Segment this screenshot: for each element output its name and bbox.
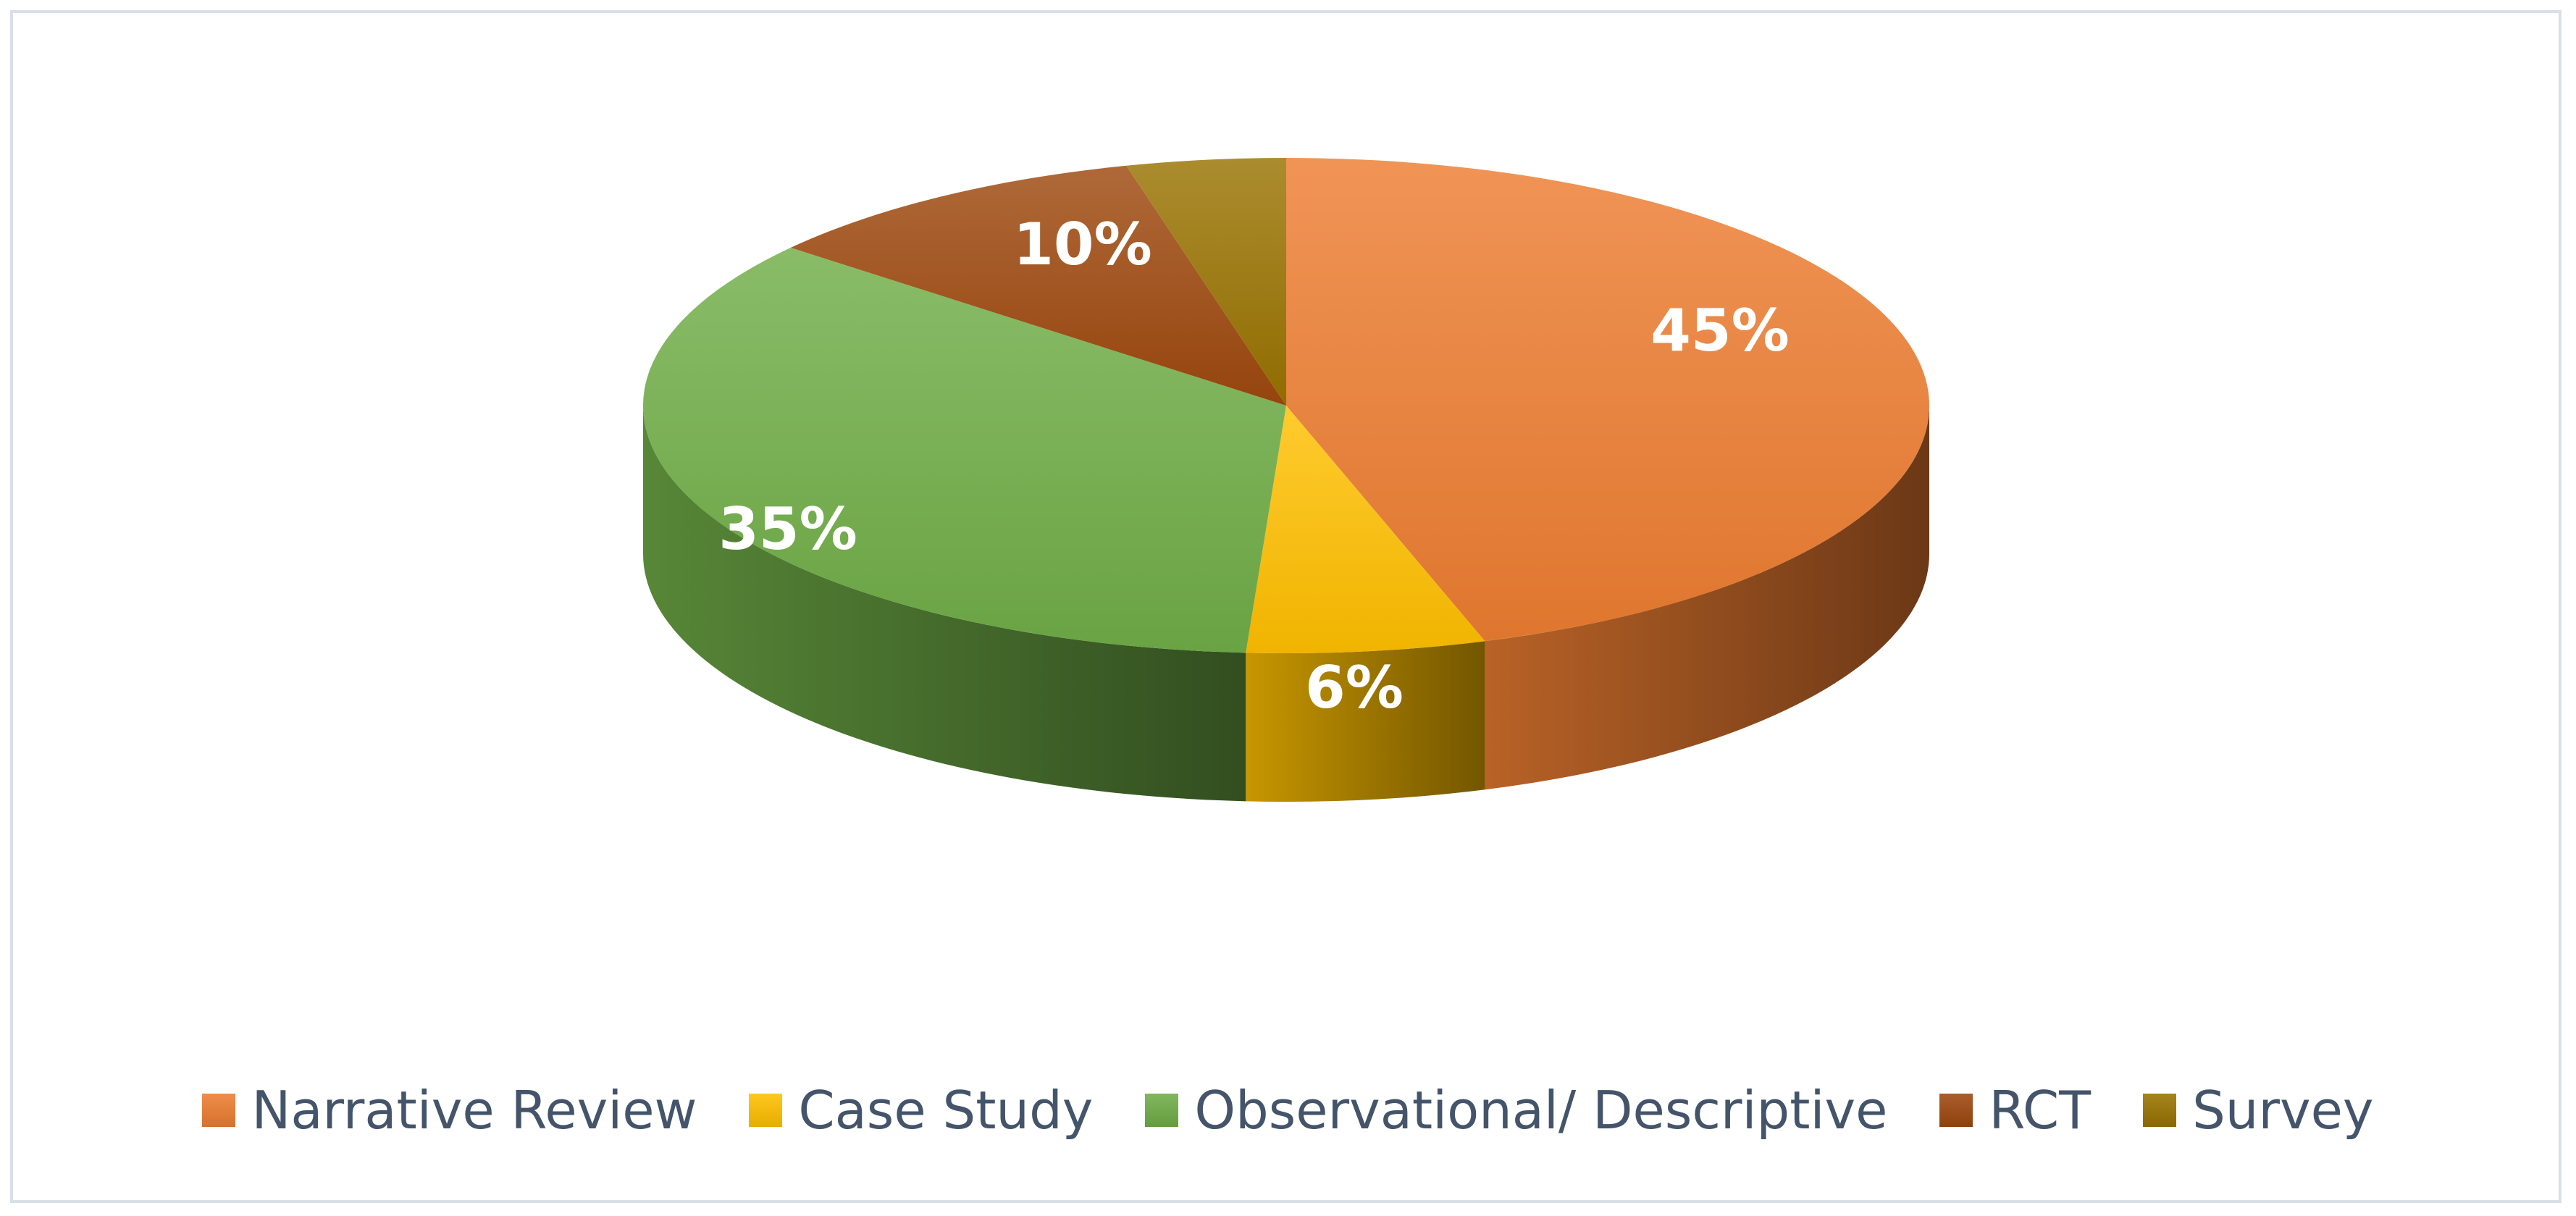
pie-labels: 45% 6% 35% 10% (718, 211, 1789, 721)
pie-slice-observational-descriptive (642, 248, 1286, 653)
legend: Narrative Review Case Study Observational/… (0, 1070, 2576, 1150)
legend-swatch-rct (1939, 1094, 1973, 1127)
pie-slice-case-study (1246, 406, 1485, 653)
pie-slice-narrative-review (1286, 157, 1930, 642)
pie-slice-rct (790, 165, 1286, 406)
legend-swatch-narrative-review (202, 1094, 236, 1127)
pie-side-case-study (1246, 641, 1485, 802)
data-label-observational-descriptive: 35% (718, 495, 857, 563)
legend-swatch-observational-descriptive (1145, 1094, 1179, 1127)
data-label-case-study: 6% (1305, 654, 1404, 721)
legend-label-case-study: Case Study (798, 1080, 1094, 1141)
pie-sides (643, 406, 1929, 802)
legend-item-observational-descriptive: Observational/ Descriptive (1145, 1080, 1887, 1141)
legend-item-rct: RCT (1939, 1080, 2091, 1141)
legend-swatch-survey (2143, 1094, 2177, 1127)
pie-side-narrative-review (1485, 406, 1929, 790)
legend-label-narrative-review: Narrative Review (251, 1080, 697, 1141)
pie-side-observational-descriptive (643, 406, 1246, 802)
legend-item-case-study: Case Study (749, 1080, 1093, 1141)
pie-slice-survey (1126, 158, 1286, 406)
legend-label-rct: RCT (1989, 1080, 2092, 1141)
legend-swatch-case-study (749, 1094, 783, 1127)
legend-label-observational-descriptive: Observational/ Descriptive (1194, 1080, 1888, 1141)
legend-item-survey: Survey (2143, 1080, 2374, 1141)
pie-tops (642, 157, 1930, 653)
legend-item-narrative-review: Narrative Review (202, 1080, 697, 1141)
data-label-rct: 10% (1013, 211, 1151, 278)
legend-label-survey: Survey (2192, 1080, 2374, 1141)
data-label-narrative-review: 45% (1650, 297, 1789, 364)
